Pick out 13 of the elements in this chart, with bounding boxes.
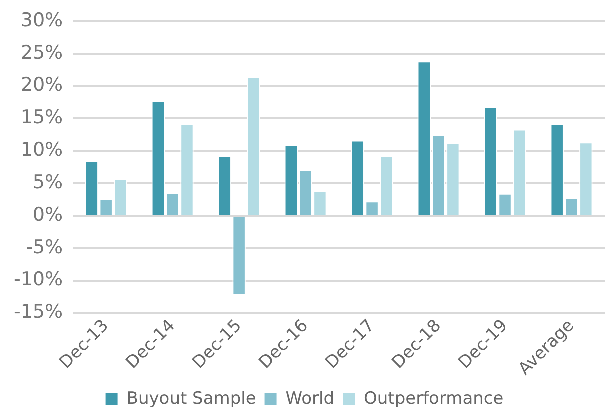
legend-label: Outperformance [364,388,504,409]
legend-label: World [286,388,335,409]
y-tick-label: 25% [20,42,64,64]
y-tick-label: 20% [20,74,64,96]
y-tick-label: 30% [20,9,64,32]
legend-label: Buyout Sample [126,388,256,409]
y-tick-label: -15% [14,301,64,324]
y-tick-label: 5% [32,171,64,194]
y-tick-label: 15% [20,106,64,129]
y-tick-label: -5% [26,236,64,258]
y-tick-label: 10% [20,139,64,162]
y-tick-label: -10% [14,268,64,291]
y-tick-label: 0% [32,204,64,226]
